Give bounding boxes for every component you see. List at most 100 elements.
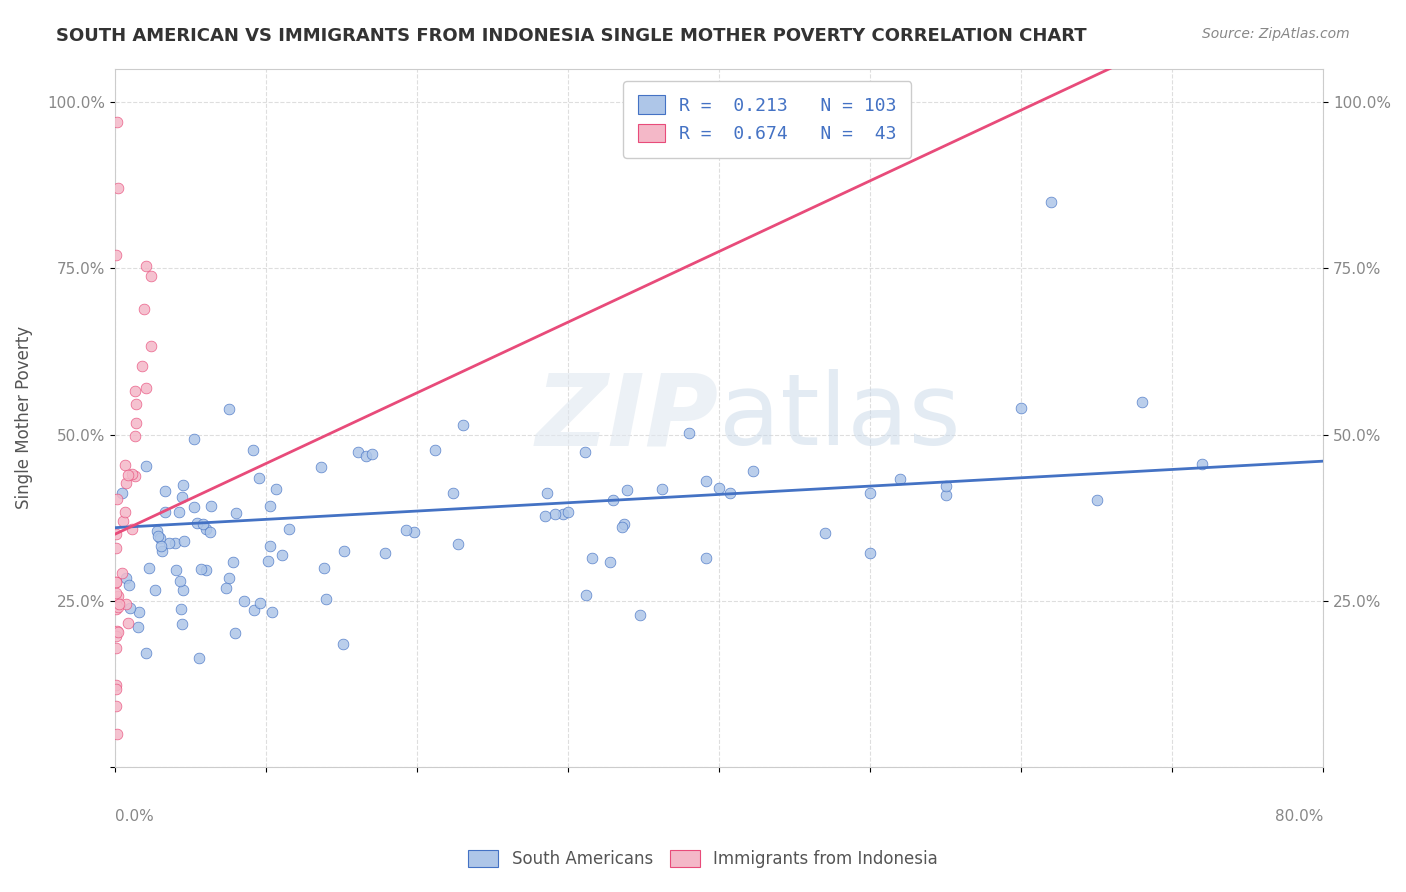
- Point: [149, 531, 172, 545]
- Point: [602, 492, 624, 507]
- Point: [309, 460, 332, 475]
- Point: [165, 563, 187, 577]
- Point: [536, 486, 558, 500]
- Point: [172, 583, 194, 598]
- Point: [425, 443, 447, 458]
- Point: [117, 467, 139, 482]
- Point: [259, 539, 281, 553]
- Point: [105, 541, 128, 555]
- Point: [149, 540, 172, 554]
- Point: [124, 384, 146, 398]
- Point: [859, 546, 882, 560]
- Point: [107, 625, 129, 640]
- Point: [115, 476, 138, 491]
- Point: [224, 625, 246, 640]
- Point: [259, 500, 281, 514]
- Y-axis label: Single Mother Poverty: Single Mother Poverty: [15, 326, 32, 509]
- Point: [333, 544, 356, 558]
- Point: [198, 524, 221, 539]
- Point: [105, 698, 128, 713]
- Point: [222, 555, 245, 569]
- Point: [195, 522, 218, 536]
- Point: [105, 492, 128, 507]
- Point: [138, 561, 160, 575]
- Point: [193, 517, 215, 532]
- Point: [557, 505, 579, 519]
- Point: [581, 551, 603, 566]
- Point: [1010, 401, 1032, 415]
- Point: [628, 608, 651, 623]
- Point: [225, 506, 247, 520]
- Point: [170, 617, 193, 632]
- Point: [124, 468, 146, 483]
- Legend: South Americans, Immigrants from Indonesia: South Americans, Immigrants from Indones…: [461, 843, 945, 875]
- Point: [105, 681, 128, 696]
- Point: [111, 566, 134, 581]
- Point: [814, 526, 837, 541]
- Point: [242, 442, 264, 457]
- Point: [141, 339, 163, 353]
- Point: [249, 597, 271, 611]
- Point: [678, 426, 700, 441]
- Point: [1085, 493, 1108, 508]
- Point: [356, 449, 378, 463]
- Point: [314, 561, 336, 575]
- Point: [105, 629, 128, 643]
- Point: [447, 537, 470, 551]
- Point: [128, 606, 150, 620]
- Point: [453, 417, 475, 432]
- Text: 80.0%: 80.0%: [1275, 809, 1323, 824]
- Point: [131, 359, 153, 373]
- Point: [1191, 457, 1213, 471]
- Text: SOUTH AMERICAN VS IMMIGRANTS FROM INDONESIA SINGLE MOTHER POVERTY CORRELATION CH: SOUTH AMERICAN VS IMMIGRANTS FROM INDONE…: [56, 27, 1087, 45]
- Point: [105, 624, 128, 638]
- Point: [150, 544, 173, 558]
- Point: [402, 524, 425, 539]
- Point: [124, 429, 146, 443]
- Point: [135, 458, 157, 473]
- Point: [105, 574, 128, 589]
- Point: [173, 534, 195, 549]
- Point: [1040, 194, 1063, 209]
- Point: [695, 551, 717, 566]
- Point: [190, 561, 212, 575]
- Point: [889, 472, 911, 486]
- Point: [143, 582, 166, 597]
- Text: atlas: atlas: [718, 369, 960, 467]
- Point: [186, 516, 208, 531]
- Point: [233, 593, 256, 607]
- Point: [155, 505, 177, 519]
- Point: [105, 586, 128, 600]
- Point: [935, 488, 957, 502]
- Point: [169, 505, 191, 519]
- Point: [135, 381, 157, 395]
- Point: [107, 600, 129, 615]
- Point: [544, 508, 567, 522]
- Point: [114, 458, 136, 472]
- Point: [105, 602, 128, 616]
- Point: [105, 575, 128, 590]
- Point: [395, 523, 418, 537]
- Point: [157, 535, 180, 549]
- Point: [169, 574, 191, 588]
- Point: [346, 445, 368, 459]
- Point: [247, 471, 270, 485]
- Point: [105, 593, 128, 607]
- Point: [278, 522, 301, 536]
- Point: [105, 677, 128, 691]
- Point: [115, 571, 138, 585]
- Point: [121, 523, 143, 537]
- Point: [125, 397, 148, 411]
- Point: [111, 486, 134, 500]
- Point: [187, 650, 209, 665]
- Legend: R =  0.213   N = 103, R =  0.674   N =  43: R = 0.213 N = 103, R = 0.674 N = 43: [623, 81, 911, 158]
- Point: [105, 527, 128, 541]
- Point: [135, 259, 157, 273]
- Point: [132, 301, 155, 316]
- Point: [441, 485, 464, 500]
- Point: [218, 402, 240, 417]
- Point: [612, 520, 634, 534]
- Point: [374, 546, 396, 560]
- Point: [141, 269, 163, 284]
- Point: [183, 500, 205, 514]
